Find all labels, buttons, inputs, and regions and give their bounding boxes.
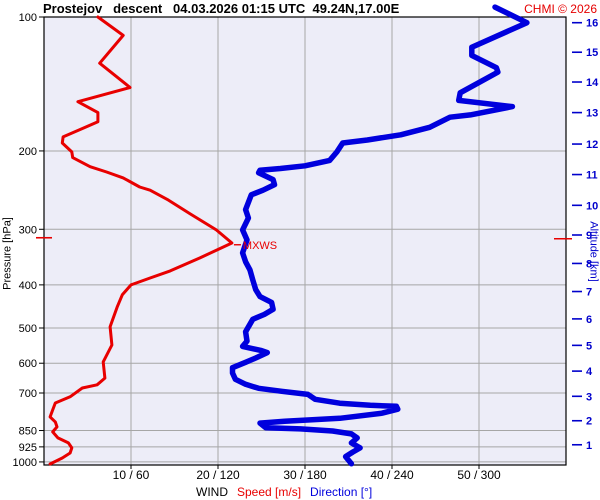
altitude-tick-label: 1 xyxy=(586,440,592,452)
legend-wind: WIND xyxy=(196,485,228,499)
altitude-tick-label: 13 xyxy=(586,108,598,120)
wind-tick-label: 20 / 120 xyxy=(196,468,240,482)
plot-border xyxy=(43,16,567,466)
altitude-tick-label: 6 xyxy=(586,314,592,326)
pressure-tick-label: 1000 xyxy=(13,457,37,469)
wind-tick-label: 40 / 240 xyxy=(370,468,414,482)
pressure-tick-label: 300 xyxy=(19,224,37,236)
altitude-tick-label: 3 xyxy=(586,391,592,403)
pressure-tick-label: 400 xyxy=(19,280,37,292)
altitude-tick-label: 2 xyxy=(586,416,592,428)
altitude-tick-label: 12 xyxy=(586,139,598,151)
pressure-tick-label: 850 xyxy=(19,426,37,438)
chart-title: Prostejov descent 04.03.2026 01:15 UTC 4… xyxy=(43,1,400,16)
axis-legend: WIND Speed [m/s] Direction [°] xyxy=(196,485,372,499)
pressure-tick-label: 600 xyxy=(19,358,37,370)
altitude-tick-label: 9 xyxy=(586,230,592,242)
pressure-axis-label: Pressure [hPa] xyxy=(1,217,14,290)
altitude-axis-label: Altitude [km] xyxy=(587,221,600,282)
altitude-tick-label: 10 xyxy=(586,200,598,212)
altitude-tick-label: 5 xyxy=(586,340,592,352)
mxws-label: MXWS xyxy=(243,240,277,252)
legend-direction: Direction [°] xyxy=(310,485,373,499)
pressure-tick-label: 700 xyxy=(19,388,37,400)
altitude-tick-label: 16 xyxy=(586,18,598,30)
legend-speed: Speed [m/s] xyxy=(237,485,302,499)
pressure-tick-label: 500 xyxy=(19,323,37,335)
pressure-tick-label: 925 xyxy=(19,442,37,454)
wind-tick-label: 30 / 180 xyxy=(283,468,327,482)
speed-curve xyxy=(48,15,234,466)
direction-curve xyxy=(229,4,530,467)
pressure-tick-label: 100 xyxy=(19,12,37,24)
copyright-text: CHMI © 2026 xyxy=(524,2,597,16)
wind-tick-label: 50 / 300 xyxy=(457,468,501,482)
altitude-tick-label: 8 xyxy=(586,258,592,270)
altitude-tick-label: 11 xyxy=(586,170,598,182)
altitude-tick-label: 15 xyxy=(586,47,598,59)
altitude-tick-label: 7 xyxy=(586,287,592,299)
altitude-tick-label: 14 xyxy=(586,77,599,89)
wind-tick-label: 10 / 60 xyxy=(113,468,150,482)
pressure-tick-label: 200 xyxy=(19,146,37,158)
altitude-tick-label: 4 xyxy=(586,366,593,378)
